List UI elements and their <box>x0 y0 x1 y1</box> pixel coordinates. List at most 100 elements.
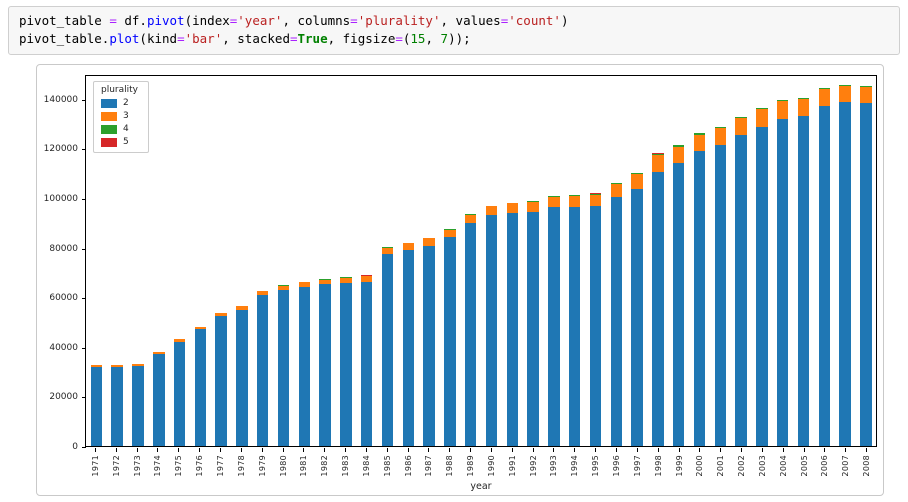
bar-segment-plurality-3 <box>818 89 830 106</box>
bar-stack-1990 <box>485 205 498 446</box>
bar-segment-plurality-4 <box>756 107 768 109</box>
code-token: , values <box>440 13 501 28</box>
x-tick-mark <box>428 448 430 452</box>
x-tick-label: 1978 <box>236 455 246 477</box>
y-tick-label: 60000 <box>49 293 78 304</box>
bar-stack-2000 <box>693 133 706 446</box>
legend-items: 2 3 4 5 <box>101 98 138 147</box>
x-tick-label: 2002 <box>737 455 747 477</box>
x-tick-1992: 1992 <box>523 448 544 484</box>
x-tick-mark <box>199 448 201 452</box>
bar-segment-plurality-2 <box>652 171 664 446</box>
bar-1993 <box>544 76 565 446</box>
legend: plurality 2 3 4 5 <box>93 81 149 153</box>
bar-stack-1976 <box>194 326 207 446</box>
bar-segment-plurality-3 <box>423 238 435 246</box>
bar-1995 <box>585 76 606 446</box>
x-tick-label: 1994 <box>570 455 580 477</box>
x-tick-mark <box>94 448 96 452</box>
bar-1976 <box>190 76 211 446</box>
bar-segment-plurality-3 <box>652 155 664 172</box>
y-tick-mark <box>82 99 86 101</box>
x-tick-1971: 1971 <box>85 448 106 484</box>
x-tick-1997: 1997 <box>627 448 648 484</box>
bar-segment-plurality-3 <box>132 363 144 366</box>
bar-segment-plurality-2 <box>631 188 643 446</box>
bar-1979 <box>252 76 273 446</box>
x-tick-label: 2001 <box>716 455 726 477</box>
bar-1981 <box>294 76 315 446</box>
y-tick-mark <box>82 149 86 151</box>
x-tick-mark <box>678 448 680 452</box>
x-tick-1991: 1991 <box>502 448 523 484</box>
bar-segment-plurality-2 <box>548 207 560 446</box>
bar-segment-plurality-3 <box>111 365 123 368</box>
bar-stack-2007 <box>839 84 851 446</box>
x-tick-label: 1992 <box>528 455 538 477</box>
x-tick-1994: 1994 <box>564 448 585 484</box>
x-tick-mark <box>386 448 388 452</box>
x-tick-label: 1991 <box>507 455 517 477</box>
bar-stack-1977 <box>215 312 227 446</box>
x-tick-label: 2008 <box>862 455 872 477</box>
legend-label: 5 <box>123 137 129 147</box>
bar-segment-plurality-4 <box>693 133 706 135</box>
y-tick-mark <box>82 447 86 448</box>
code-token: pivot_table <box>19 13 110 28</box>
x-tick-1990: 1990 <box>481 448 502 484</box>
bar-segment-plurality-2 <box>860 103 872 446</box>
code-cell[interactable]: pivot_table = df.pivot(index='year', col… <box>8 6 900 55</box>
x-tick-label: 1976 <box>195 455 205 477</box>
x-tick-mark <box>219 448 221 452</box>
code-token: pivot_table. <box>19 31 110 46</box>
x-tick-label: 1984 <box>361 455 371 477</box>
legend-swatch <box>101 111 117 121</box>
y-tick-mark <box>82 248 86 250</box>
x-tick-mark <box>261 448 263 452</box>
bar-segment-plurality-4 <box>860 86 872 88</box>
code-token: , figsize <box>327 31 396 46</box>
bar-segment-plurality-3 <box>465 214 477 224</box>
y-tick-mark <box>82 298 86 300</box>
bar-1974 <box>148 76 169 446</box>
bar-stack-1989 <box>465 214 477 446</box>
legend-swatch <box>101 137 117 147</box>
code-token: , <box>425 31 441 46</box>
bar-1978 <box>232 76 253 446</box>
x-tick-label: 1975 <box>174 455 184 477</box>
x-tick-mark <box>866 448 868 452</box>
bar-segment-plurality-2 <box>444 237 456 446</box>
bar-stack-2008 <box>860 86 872 446</box>
bar-1988 <box>440 76 461 446</box>
x-tick-2001: 2001 <box>710 448 731 484</box>
bar-1989 <box>460 76 481 446</box>
bar-1985 <box>377 76 398 446</box>
x-tick-mark <box>240 448 242 452</box>
bar-1997 <box>627 76 648 446</box>
legend-swatch <box>101 98 117 108</box>
bar-segment-plurality-4 <box>589 193 602 195</box>
bar-segment-plurality-2 <box>776 118 789 446</box>
code-token: plot <box>109 31 140 46</box>
x-tick-label: 2003 <box>757 455 767 477</box>
bar-stack-1987 <box>423 237 435 446</box>
bar-segment-plurality-2 <box>465 223 477 446</box>
bar-1977 <box>211 76 232 446</box>
bar-stack-1992 <box>527 201 539 446</box>
x-tick-label: 2004 <box>778 455 788 477</box>
bar-segment-plurality-3 <box>714 128 727 146</box>
bar-segment-plurality-2 <box>277 289 290 446</box>
x-tick-label: 1982 <box>320 455 330 477</box>
bar-2005 <box>793 76 814 446</box>
bar-segment-plurality-2 <box>381 253 394 446</box>
bar-segment-plurality-4 <box>735 116 747 119</box>
bar-segment-plurality-3 <box>735 118 747 136</box>
bar-segment-plurality-3 <box>610 183 623 197</box>
bar-stack-1986 <box>402 242 415 446</box>
x-tick-label: 1986 <box>403 455 413 477</box>
legend-label: 3 <box>123 111 129 121</box>
bar-1975 <box>169 76 190 446</box>
x-tick-2003: 2003 <box>752 448 773 484</box>
bar-stack-1971 <box>90 364 103 446</box>
bar-2007 <box>835 76 856 446</box>
